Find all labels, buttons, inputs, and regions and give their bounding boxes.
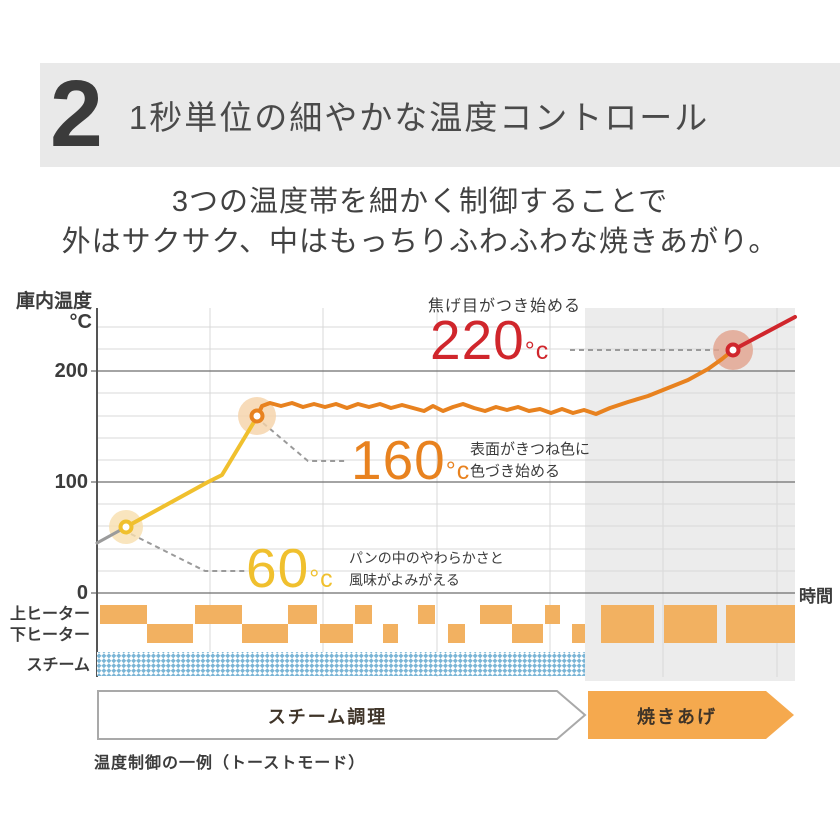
- both-heaters-bar: [664, 605, 717, 643]
- annotation-60-caption: パンの中のやわらかさと 風味がよみがえる: [349, 547, 504, 591]
- annotation-160-value: 160°c: [351, 433, 470, 488]
- y-axis-title: 庫内温度: [15, 291, 92, 312]
- temp-160-unit: °c: [445, 457, 471, 485]
- y-tick-200: 200: [54, 360, 88, 382]
- annotation-160-caption-line2: 色づき始める: [470, 463, 561, 480]
- line-bake: [731, 315, 797, 352]
- row-label-upper-heater: 上ヒーター: [9, 606, 90, 623]
- annotation-60-caption-line1: パンの中のやわらかさと: [349, 550, 504, 566]
- lower-heater-bar: [448, 624, 465, 643]
- annotation-160-caption: 表面がきつね色に 色づき始める: [470, 439, 590, 483]
- point-220: [725, 342, 741, 358]
- phase-label-baking: 焼きあげ: [637, 707, 717, 727]
- upper-heater-bar: [100, 605, 147, 624]
- upper-heater-bar: [195, 605, 242, 624]
- annotation-60-caption-line2: 風味がよみがえる: [349, 572, 460, 588]
- lower-heater-bar: [147, 624, 193, 643]
- steam-band: [97, 652, 585, 676]
- subtitle-line2: 外はサクサク、中はもっちりふわふわな焼きあがり。: [61, 226, 779, 258]
- phase-label-steam-cooking: スチーム調理: [267, 707, 388, 727]
- y-tick-0: 0: [76, 582, 88, 604]
- bake-phase-arrow: [588, 691, 794, 739]
- lower-heater-bar: [572, 624, 585, 643]
- temp-60-number: 60: [246, 537, 310, 599]
- annotation-220-caption: 焦げ目がつき始める: [428, 298, 582, 315]
- dash-160: [262, 422, 348, 462]
- x-axis-label: 時間: [799, 587, 833, 606]
- upper-heater-bar: [545, 605, 560, 624]
- row-label-lower-heater: 下ヒーター: [9, 627, 90, 644]
- line-plateau: [255, 348, 735, 419]
- point-160: [249, 408, 265, 424]
- lower-heater-bar: [320, 624, 353, 643]
- both-heaters-bar: [726, 605, 795, 643]
- temp-160-number: 160: [351, 429, 446, 491]
- chart-caption: 温度制御の一例（トーストモード）: [94, 755, 366, 772]
- temp-220-unit: °c: [524, 337, 550, 365]
- upper-heater-bar: [355, 605, 372, 624]
- section-number: 2: [50, 61, 103, 168]
- lower-heater-bar: [383, 624, 398, 643]
- annotation-60-value: 60°c: [246, 541, 334, 596]
- subtitle: 3つの温度帯を細かく制御することで 外はサクサク、中はもっちりふわふわな焼きあが…: [0, 182, 840, 262]
- steam-phase-arrow: [97, 690, 587, 740]
- annotation-160-caption-line1: 表面がきつね色に: [470, 441, 591, 458]
- upper-heater-bar: [288, 605, 317, 624]
- upper-heater-bar: [480, 605, 512, 624]
- temp-60-unit: °c: [309, 565, 334, 593]
- line-steam-rise: [124, 415, 259, 529]
- point-60: [118, 519, 134, 535]
- lower-heater-bar: [512, 624, 543, 643]
- both-heaters-bar: [601, 605, 654, 643]
- y-axis-unit: °C: [69, 311, 92, 333]
- section-title: 1秒単位の細やかな温度コントロール: [128, 99, 710, 136]
- dash-60: [130, 533, 246, 572]
- row-label-steam: スチーム: [26, 657, 90, 674]
- subtitle-line1: 3つの温度帯を細かく制御することで: [171, 186, 669, 218]
- annotation-220-value: 220°c: [430, 313, 549, 368]
- y-tick-100: 100: [54, 471, 88, 493]
- upper-heater-bar: [418, 605, 435, 624]
- header-band: 2 1秒単位の細やかな温度コントロール: [40, 63, 840, 167]
- lower-heater-bar: [242, 624, 288, 643]
- temp-220-number: 220: [430, 309, 525, 371]
